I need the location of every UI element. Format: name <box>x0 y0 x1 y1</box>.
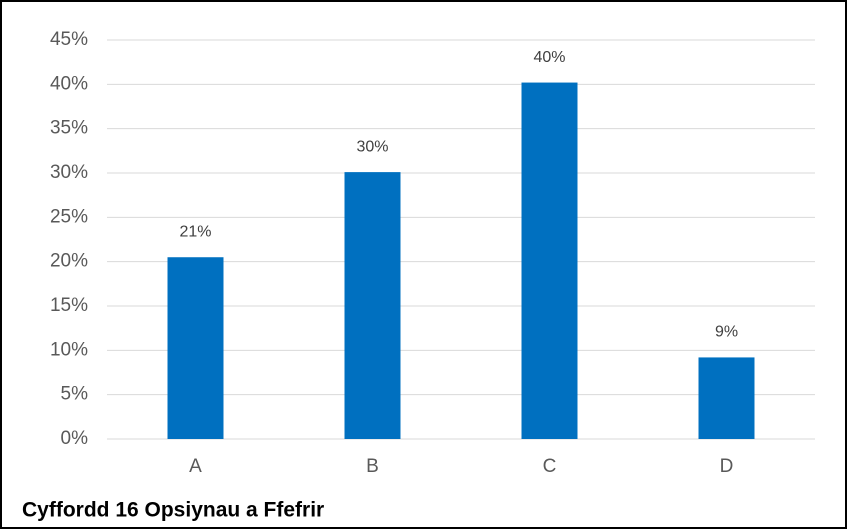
y-tick-label: 0% <box>61 428 89 449</box>
y-tick-label: 25% <box>50 206 88 227</box>
bar <box>521 82 578 439</box>
x-tick-label: B <box>366 456 379 477</box>
y-tick-label: 15% <box>50 295 88 316</box>
y-tick-label: 40% <box>50 73 88 94</box>
y-tick-label: 35% <box>50 118 88 139</box>
y-tick-label: 5% <box>61 384 89 405</box>
x-tick-label: A <box>189 456 202 477</box>
data-label: 40% <box>533 49 565 66</box>
data-label: 21% <box>179 223 211 240</box>
x-tick-label: D <box>720 456 734 477</box>
chart-title: Cyffordd 16 Opsiynau a Ffefrir <box>22 499 324 522</box>
bar <box>344 172 401 439</box>
bar <box>698 357 755 439</box>
y-tick-label: 10% <box>50 339 88 360</box>
y-tick-label: 30% <box>50 162 88 183</box>
y-tick-label: 45% <box>50 29 88 50</box>
data-label: 9% <box>715 324 738 341</box>
data-label: 30% <box>356 138 388 155</box>
bar <box>167 257 224 439</box>
x-tick-label: C <box>543 456 557 477</box>
y-tick-label: 20% <box>50 251 88 272</box>
